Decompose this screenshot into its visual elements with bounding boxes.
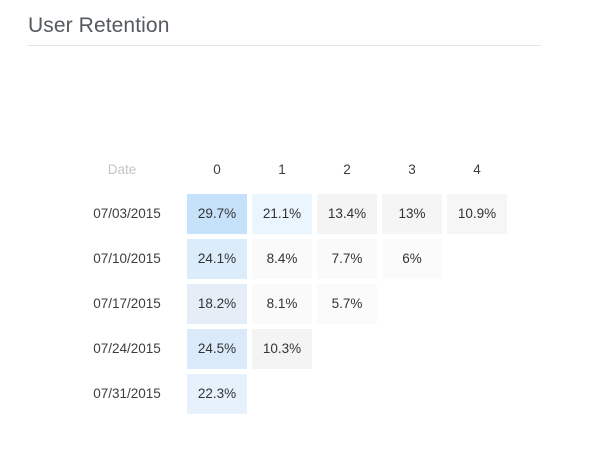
- title-divider: [28, 45, 541, 46]
- retention-cell: 22.3%: [187, 374, 247, 414]
- retention-cell: 6%: [382, 239, 442, 279]
- retention-cell: 10.9%: [447, 194, 507, 234]
- retention-cell: 24.5%: [187, 329, 247, 369]
- retention-cell: 8.1%: [252, 284, 312, 324]
- cohort-date: 07/17/2015: [93, 296, 161, 311]
- retention-cell: 7.7%: [317, 239, 377, 279]
- period-column-header-2: 2: [343, 162, 351, 177]
- page-title: User Retention: [28, 14, 170, 37]
- date-column-header: Date: [107, 162, 137, 177]
- retention-cell: 18.2%: [187, 284, 247, 324]
- retention-cell: 29.7%: [187, 194, 247, 234]
- period-column-header-0: 0: [213, 162, 221, 177]
- retention-cell: 5.7%: [317, 284, 377, 324]
- period-column-header-1: 1: [278, 162, 286, 177]
- cohort-date: 07/10/2015: [93, 251, 161, 266]
- cohort-date: 07/24/2015: [93, 341, 161, 356]
- retention-cell: 8.4%: [252, 239, 312, 279]
- retention-cell: 13%: [382, 194, 442, 234]
- period-column-header-3: 3: [408, 162, 416, 177]
- retention-cell: 13.4%: [317, 194, 377, 234]
- cohort-date: 07/03/2015: [93, 206, 161, 221]
- retention-cell: 10.3%: [252, 329, 312, 369]
- retention-cell: 24.1%: [187, 239, 247, 279]
- cohort-date: 07/31/2015: [93, 386, 161, 401]
- period-column-header-4: 4: [473, 162, 481, 177]
- retention-cell: 21.1%: [252, 194, 312, 234]
